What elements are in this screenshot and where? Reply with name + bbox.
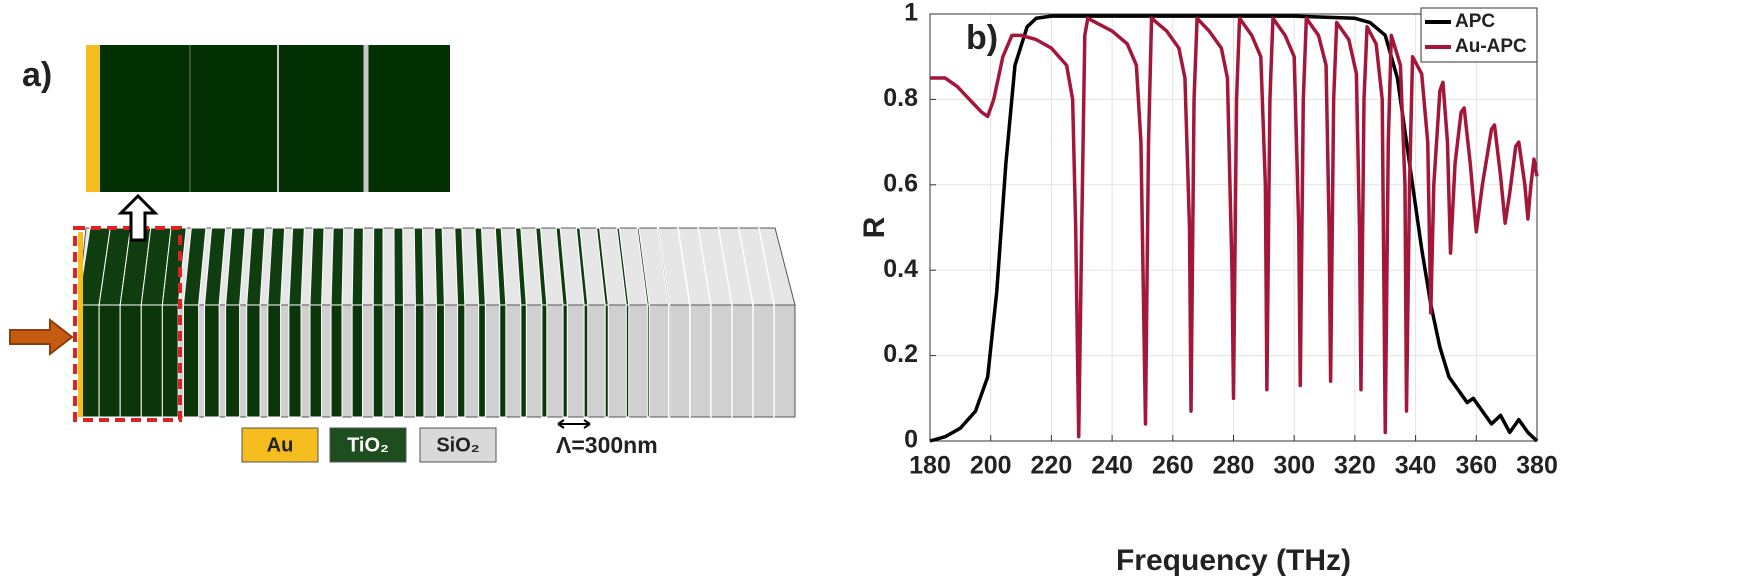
x-tick-label: 220 [1031, 452, 1073, 480]
x-tick-label: 300 [1273, 452, 1315, 480]
layer-front [119, 304, 142, 418]
layer-front [267, 304, 282, 418]
layer-front [541, 304, 548, 418]
x-tick-label: 280 [1213, 452, 1255, 480]
y-tick-label: 0.2 [883, 340, 918, 368]
layer-front [478, 304, 486, 418]
layer-front [689, 304, 691, 418]
x-tick-label: 260 [1152, 452, 1194, 480]
layer-front [351, 304, 363, 418]
y-tick-label: 0.4 [883, 255, 918, 283]
highlight-box [73, 226, 182, 422]
y-axis-label: R [858, 216, 891, 238]
x-axis-label: Frequency (THz) [1116, 544, 1351, 577]
layer-front [330, 304, 343, 418]
layer-top [351, 227, 364, 306]
layer-front [457, 304, 466, 418]
layer-front [98, 304, 121, 418]
panel-label: b) [966, 19, 998, 57]
layer-front [562, 304, 568, 418]
layer-front [309, 304, 323, 418]
x-tick-label: 340 [1395, 452, 1437, 480]
layer-front [414, 304, 425, 418]
zoom-arrow [117, 193, 159, 242]
au-layer [78, 232, 83, 417]
axes-frame [929, 13, 1538, 442]
layer-top [309, 227, 325, 306]
layer-front [499, 304, 507, 418]
diagram: a) Au TiO₂ SiO₂ Λ=300nm [9, 45, 796, 463]
y-tick-label: 0 [904, 426, 918, 454]
x-tick-label: 240 [1091, 452, 1133, 480]
inset [86, 45, 450, 192]
legend-label: Au [267, 434, 294, 456]
layer-front [204, 304, 220, 418]
layer-top [433, 227, 445, 306]
y-tick-label: 0.6 [883, 169, 918, 197]
layer-top [372, 227, 384, 306]
legend-label: SiO₂ [436, 434, 479, 456]
panel-label: a) [22, 56, 52, 94]
layer-top [413, 227, 425, 306]
input-arrow [9, 317, 74, 357]
layer-front [182, 304, 200, 418]
x-tick-label: 360 [1455, 452, 1497, 480]
multilayer [77, 227, 796, 418]
legend-au [241, 427, 319, 463]
layer-front [520, 304, 527, 418]
series-line [930, 16, 1539, 439]
legend-box [1420, 7, 1538, 63]
legend-tio2 [329, 427, 407, 463]
layer-front [393, 304, 404, 418]
x-tick-label: 180 [909, 452, 951, 480]
layer-front [161, 304, 179, 418]
layer-front [583, 304, 589, 418]
legend-label: TiO₂ [347, 434, 389, 456]
layer-front [225, 304, 241, 418]
inset-au [86, 45, 100, 192]
legend-label: Au-APC [1455, 36, 1527, 57]
layer-front [140, 304, 163, 418]
x-tick-label: 380 [1516, 452, 1558, 480]
period-label: Λ=300nm [556, 432, 658, 458]
layer-front [372, 304, 384, 418]
legend-label: APC [1455, 11, 1495, 32]
y-tick-label: 1 [904, 0, 918, 27]
y-tick-label: 0.8 [883, 84, 918, 112]
layer-front [246, 304, 261, 418]
layer-front [288, 304, 302, 418]
layer-front [625, 304, 630, 418]
x-tick-label: 200 [970, 452, 1012, 480]
x-tick-label: 320 [1334, 452, 1376, 480]
layer-front [436, 304, 445, 418]
legend-sio2 [419, 427, 497, 463]
layer-front [604, 304, 609, 418]
layer-front [667, 304, 671, 418]
period-arrow [557, 419, 591, 429]
layer-top [330, 227, 345, 306]
layer-top [393, 227, 404, 306]
layer-front [646, 304, 650, 418]
